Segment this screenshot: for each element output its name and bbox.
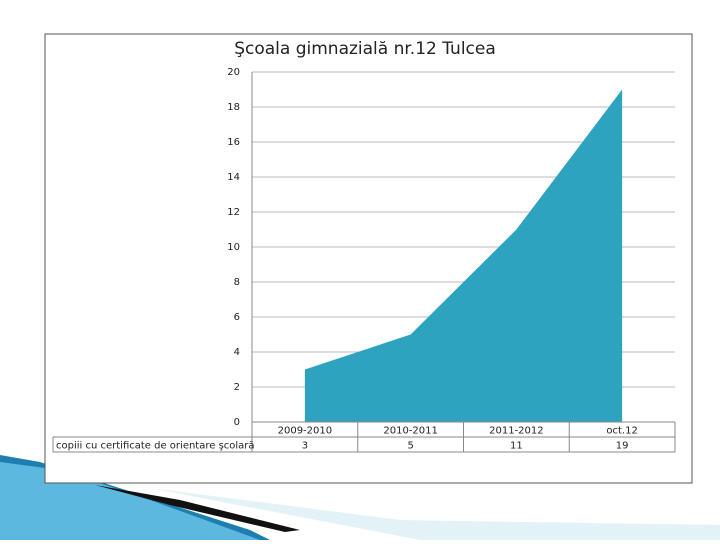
y-tick-label: 12 (227, 207, 240, 218)
y-tick-label: 16 (227, 137, 240, 148)
table-value: 5 (407, 441, 413, 452)
table-value: 3 (302, 441, 308, 452)
table-value: 11 (510, 441, 523, 452)
legend-label: copiii cu certificate de orientare şcola… (56, 441, 255, 452)
decoration (95, 485, 300, 532)
area (304, 89, 623, 422)
table-value: 19 (616, 441, 629, 452)
x-tick-label: 2011-2012 (489, 426, 544, 437)
y-tick-label: 0 (234, 417, 240, 428)
x-tick-label: 2010-2011 (383, 426, 438, 437)
y-tick-label: 14 (227, 172, 240, 183)
y-tick-label: 4 (234, 347, 240, 358)
x-tick-label: oct.12 (606, 426, 637, 437)
y-tick-label: 18 (227, 102, 240, 113)
x-tick-label: 2009-2010 (278, 426, 333, 437)
decoration (150, 488, 720, 540)
y-tick-label: 20 (227, 67, 240, 78)
y-tick-label: 2 (234, 382, 240, 393)
y-tick-label: 8 (234, 277, 240, 288)
y-tick-label: 6 (234, 312, 240, 323)
chart-title: Şcoala gimnazială nr.12 Tulcea (234, 39, 496, 59)
y-tick-label: 10 (227, 242, 240, 253)
